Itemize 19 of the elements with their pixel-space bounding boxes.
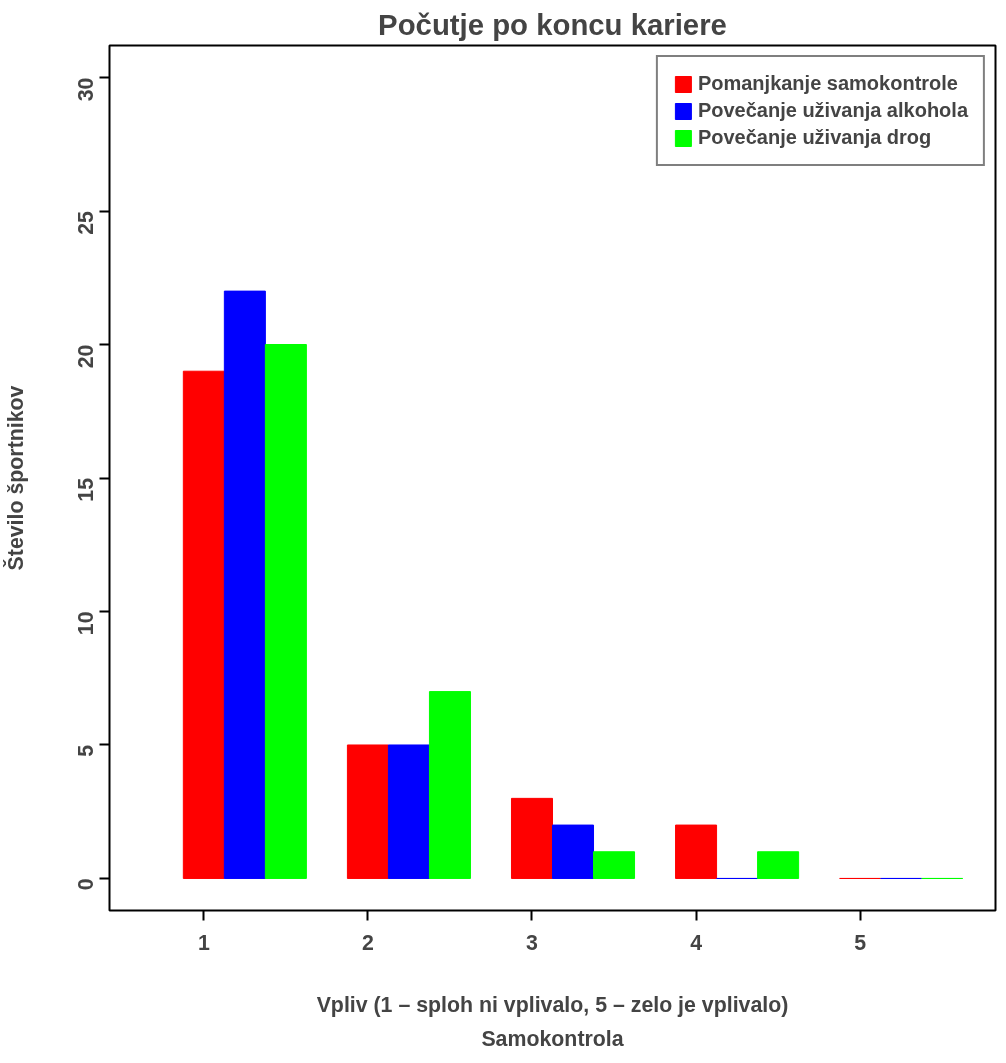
x-tick-label: 5 — [854, 930, 867, 955]
x-tick-label: 2 — [361, 930, 374, 955]
y-tick-label: 25 — [74, 210, 98, 235]
x-axis-title: Vpliv (1 – sploh ni vplivalo, 5 – zelo je vplivalo) — [316, 992, 789, 1017]
legend-label: Pomanjkanje samokontrole — [697, 72, 958, 95]
x-tick-label: 4 — [690, 930, 703, 955]
x-tick-label: 1 — [197, 930, 210, 955]
y-tick-label: 10 — [74, 611, 98, 636]
y-tick-label: 0 — [74, 878, 98, 891]
legend-label: Povečanje uživanja alkohola — [697, 99, 968, 122]
text: Samokontrola — [481, 1026, 624, 1051]
y-tick-label: 5 — [74, 744, 98, 757]
legend-label: Povečanje uživanja drog — [697, 126, 932, 149]
y-tick-label: 20 — [74, 344, 98, 369]
chart-title: Počutje po koncu kariere — [378, 7, 727, 41]
y-tick-label: 30 — [74, 77, 98, 102]
y-axis-title: Število športnikov — [2, 385, 28, 571]
x-tick-label: 3 — [526, 930, 539, 955]
y-tick-label: 15 — [74, 477, 98, 502]
